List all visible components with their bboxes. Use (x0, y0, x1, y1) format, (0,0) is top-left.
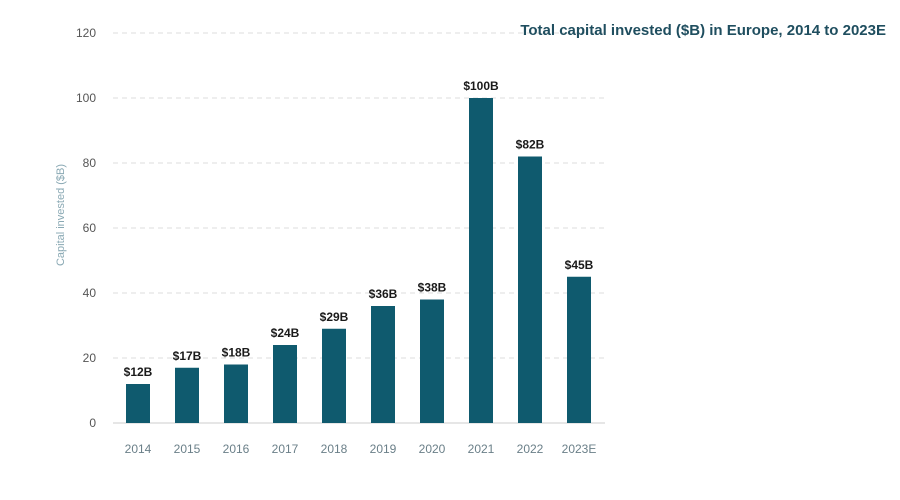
bar (567, 276, 591, 423)
data-label: $12B (124, 365, 153, 379)
chart-title: Total capital invested ($B) in Europe, 2… (520, 22, 886, 39)
data-label: $36B (369, 287, 398, 301)
y-tick-label: 80 (83, 156, 97, 170)
data-label: $24B (271, 326, 300, 340)
data-label: $18B (222, 346, 251, 360)
bar (175, 367, 199, 423)
y-axis-label: Capital invested ($B) (55, 163, 67, 267)
x-tick-label: 2017 (272, 442, 299, 456)
data-label: $82B (516, 138, 545, 152)
x-tick-label: 2021 (468, 442, 495, 456)
x-tick-label: 2014 (125, 442, 152, 456)
x-tick-label: 2015 (174, 442, 201, 456)
x-tick-label: 2023E (562, 442, 597, 456)
bar (518, 156, 542, 423)
bar (322, 328, 346, 423)
y-tick-label: 40 (83, 286, 97, 300)
y-tick-label: 0 (89, 416, 96, 430)
y-tick-label: 60 (83, 221, 97, 235)
x-tick-label: 2022 (517, 442, 544, 456)
data-label: $38B (418, 281, 447, 295)
y-tick-label: 100 (76, 91, 96, 105)
x-tick-label: 2020 (419, 442, 446, 456)
y-tick-label: 120 (76, 26, 96, 40)
bar (371, 306, 395, 423)
data-label: $29B (320, 310, 349, 324)
x-tick-label: 2018 (321, 442, 348, 456)
data-label: $100B (463, 79, 499, 93)
x-tick-label: 2016 (223, 442, 250, 456)
data-label: $45B (565, 258, 594, 272)
y-tick-label: 20 (83, 351, 97, 365)
bar (469, 98, 493, 423)
data-label: $17B (173, 349, 202, 363)
x-tick-label: 2019 (370, 442, 397, 456)
bar (224, 364, 248, 423)
bar (273, 345, 297, 423)
bar (420, 299, 444, 423)
bar (126, 384, 150, 423)
